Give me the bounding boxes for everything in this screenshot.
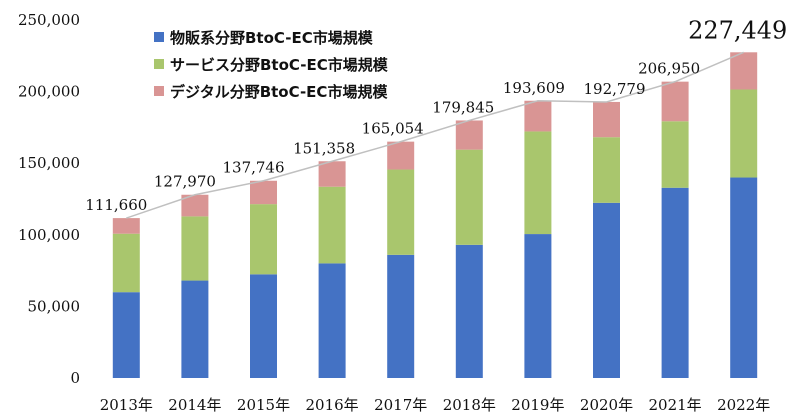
legend-entry: サービス分野BtoC-EC市場規模 — [170, 56, 389, 74]
x-tick-label: 2014年 — [168, 396, 221, 414]
y-tick-label: 50,000 — [28, 297, 81, 315]
bar-segment-goods — [181, 280, 209, 378]
bar-segment-goods — [455, 244, 483, 378]
x-tick-label: 2013年 — [100, 396, 153, 414]
bar-segment-goods — [661, 187, 689, 378]
bar-segment-services — [593, 137, 620, 203]
bar-segment-goods — [524, 234, 552, 378]
x-tick-label: 2019年 — [511, 396, 564, 414]
bar-segment-services — [318, 186, 346, 264]
legend-swatch — [154, 32, 164, 42]
bar-segment-digital — [455, 120, 483, 150]
y-axis: 0 50,000 100,000 150,000 200,000 250,000 — [18, 11, 80, 387]
legend-swatch — [154, 86, 164, 96]
bar-segment-services — [250, 204, 277, 275]
bar-segment-goods — [387, 254, 415, 378]
y-tick-label: 100,000 — [18, 226, 80, 244]
total-value-label: 137,746 — [222, 159, 284, 177]
total-value-label: 193,609 — [503, 79, 565, 97]
bar-segment-digital — [593, 101, 620, 138]
bar-segment-services — [661, 121, 689, 188]
legend-swatch — [154, 59, 164, 69]
total-value-label: 165,054 — [362, 120, 424, 138]
bar-segment-services — [524, 131, 552, 235]
bar-segment-goods — [112, 292, 140, 378]
x-tick-label: 2017年 — [374, 396, 427, 414]
total-labels: 111,660 127,970 137,746 151,358 165,054 179,8… — [85, 16, 787, 214]
bar-segment-goods — [730, 177, 758, 378]
x-axis: 2013年 2014年 2015年 2016年 2017年 2018年 2019年 2020年… — [100, 396, 771, 414]
bar-segment-services — [455, 149, 483, 245]
bar-segment-digital — [250, 180, 277, 205]
total-value-label: 206,950 — [638, 60, 700, 78]
total-value-label: 151,358 — [293, 139, 355, 157]
bar-segment-services — [730, 89, 758, 178]
x-tick-label: 2016年 — [306, 396, 359, 414]
total-value-label: 227,449 — [688, 16, 787, 44]
x-tick-label: 2015年 — [237, 396, 290, 414]
legend-entry: 物販系分野BtoC-EC市場規模 — [170, 29, 374, 47]
total-value-label: 127,970 — [154, 173, 216, 191]
y-tick-label: 150,000 — [18, 154, 80, 172]
total-value-label: 192,779 — [583, 80, 645, 98]
bar-segment-digital — [730, 52, 758, 90]
bar-segment-digital — [112, 218, 140, 234]
total-trend-line — [126, 51, 744, 219]
x-tick-label: 2022年 — [717, 396, 770, 414]
total-value-label: 179,845 — [432, 98, 494, 116]
bar-segment-services — [387, 169, 415, 255]
total-value-label: 111,660 — [85, 196, 147, 214]
bar-segment-digital — [387, 141, 415, 170]
bar-segment-services — [112, 233, 140, 293]
bar-segment-goods — [250, 274, 277, 378]
bar-segment-digital — [661, 81, 689, 122]
bar-segment-services — [181, 216, 209, 281]
bar-segment-goods — [593, 202, 620, 378]
bar-segment-digital — [181, 194, 209, 217]
x-tick-label: 2018年 — [443, 396, 496, 414]
y-tick-label: 250,000 — [18, 11, 80, 29]
x-tick-label: 2021年 — [649, 396, 702, 414]
bars-group — [112, 52, 758, 378]
x-tick-label: 2020年 — [580, 396, 633, 414]
bar-segment-digital — [318, 161, 346, 187]
y-tick-label: 200,000 — [18, 83, 80, 101]
legend: 物販系分野BtoC-EC市場規模サービス分野BtoC-EC市場規模デジタル分野B… — [154, 29, 389, 101]
y-tick-label: 0 — [70, 369, 80, 387]
bar-segment-digital — [524, 100, 552, 132]
total-line — [126, 51, 744, 219]
bar-segment-goods — [318, 263, 346, 378]
legend-entry: デジタル分野BtoC-EC市場規模 — [170, 83, 388, 101]
